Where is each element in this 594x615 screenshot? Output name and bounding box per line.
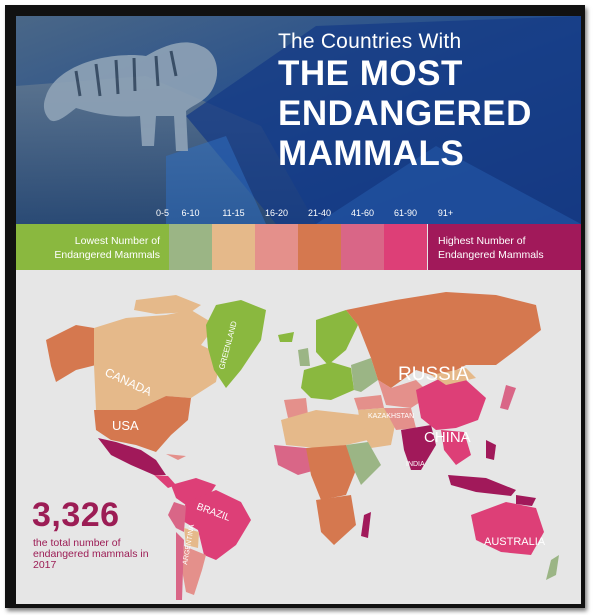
country-new-zealand	[546, 555, 559, 580]
country-china	[416, 378, 486, 430]
country-philippines	[486, 440, 496, 460]
title-intro: The Countries With	[278, 30, 462, 53]
legend-tick: 41-60	[350, 208, 375, 218]
legend-swatch	[255, 224, 298, 270]
country-middle-east	[358, 408, 396, 448]
country-mexico	[98, 438, 166, 475]
legend-tick: 21-40	[307, 208, 332, 218]
country-india	[401, 425, 436, 470]
infographic-frame: The Countries With THE MOST ENDANGERED M…	[5, 5, 585, 608]
country-canada	[94, 310, 221, 410]
legend-swatch	[212, 224, 255, 270]
world-map-svg: CANADA GREENLAND USA RUSSIA KAZAKHSTAN C…	[46, 292, 559, 600]
country-brazil	[181, 490, 251, 560]
legend-tick: 6-10	[181, 208, 200, 218]
country-iran	[384, 408, 416, 430]
legend-swatch	[341, 224, 384, 270]
country-madagascar	[361, 512, 371, 538]
label-australia: AUSTRALIA	[484, 536, 546, 548]
label-china: CHINA	[424, 429, 471, 446]
label-russia: RUSSIA	[398, 364, 469, 385]
legend-range-labels: 0-5 6-10 11-15 16-20 21-40 41-60 61-90 9…	[16, 208, 581, 224]
country-australia	[471, 502, 544, 555]
country-eastern-europe	[351, 358, 378, 392]
country-cuba	[166, 454, 186, 460]
title-line-1: THE MOST	[278, 54, 463, 93]
country-png	[516, 495, 536, 506]
country-russia	[346, 292, 541, 388]
country-indonesia	[448, 475, 516, 496]
world-map: CANADA GREENLAND USA RUSSIA KAZAKHSTAN C…	[16, 270, 581, 604]
country-north-africa	[281, 410, 368, 448]
title-line-3: MAMMALS	[278, 134, 465, 173]
country-peru	[168, 502, 186, 532]
country-west-africa	[274, 445, 316, 475]
label-kazakhstan: KAZAKHSTAN	[368, 413, 414, 420]
country-argentina	[182, 546, 206, 595]
country-east-africa	[346, 442, 381, 485]
header-banner: The Countries With THE MOST ENDANGERED M…	[16, 16, 581, 224]
legend-swatch	[169, 224, 212, 270]
infographic: The Countries With THE MOST ENDANGERED M…	[16, 16, 581, 604]
country-japan	[500, 385, 516, 410]
country-bolivia	[184, 528, 199, 548]
country-central-america	[154, 475, 176, 488]
legend-swatch	[384, 224, 427, 270]
label-india: INDIA	[406, 461, 425, 468]
legend-tick: 91+	[437, 208, 454, 218]
total-endangered-count: 3,326	[32, 496, 120, 534]
header-background	[16, 16, 581, 224]
country-central-africa	[306, 445, 356, 500]
country-turkey	[354, 395, 384, 410]
label-usa: USA	[112, 418, 139, 433]
legend-highest-label: Highest Number of Endangered Mammals	[428, 224, 581, 270]
page-title: THE MOST ENDANGERED MAMMALS	[278, 54, 578, 174]
country-southeast-asia	[441, 430, 471, 465]
country-southern-africa	[316, 495, 356, 545]
legend-swatch	[298, 224, 341, 270]
legend-lowest-label: Lowest Number of Endangered Mammals	[16, 224, 169, 270]
country-greenland	[206, 300, 266, 388]
country-uk	[298, 348, 310, 366]
country-scandinavia	[316, 310, 358, 365]
legend-tick: 61-90	[393, 208, 418, 218]
country-alaska	[46, 325, 96, 382]
legend-color-bar: Lowest Number of Endangered Mammals High…	[16, 224, 581, 270]
legend-tick: 0-5	[155, 208, 169, 218]
country-iceland	[278, 332, 294, 342]
country-chile	[176, 532, 184, 600]
country-canada-islands	[134, 295, 201, 314]
tiger-image	[43, 42, 218, 151]
country-usa	[94, 396, 191, 452]
total-endangered-caption: the total number of endangered mammals i…	[33, 537, 149, 571]
country-spain	[284, 398, 308, 418]
country-europe-central	[301, 362, 354, 400]
country-kazakhstan	[378, 380, 431, 408]
title-line-2: ENDANGERED	[278, 94, 532, 133]
legend-tick: 16-20	[264, 208, 289, 218]
legend-tick: 11-15	[222, 208, 245, 218]
country-mongolia	[431, 368, 476, 385]
